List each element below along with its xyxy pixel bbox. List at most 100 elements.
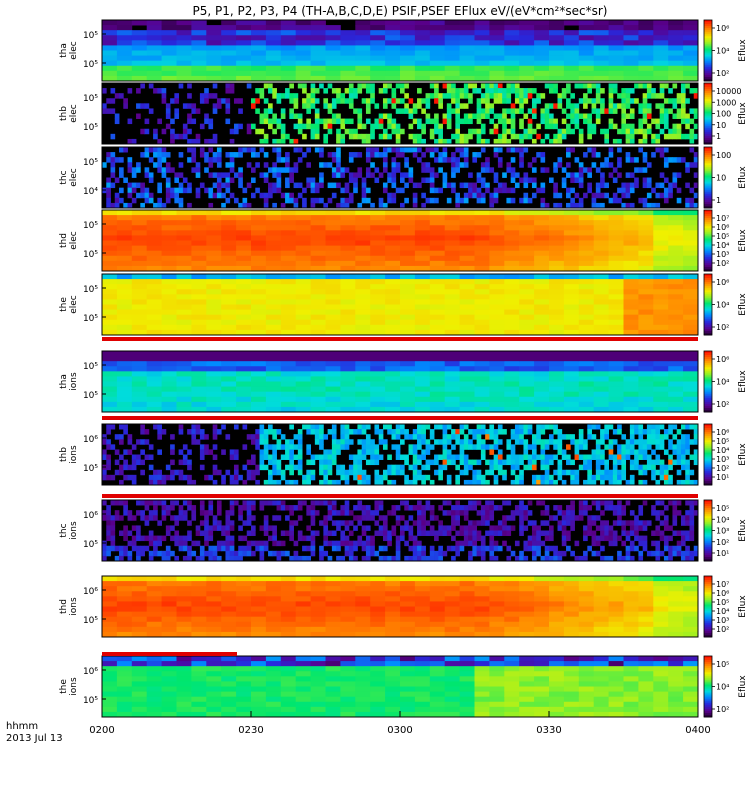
colorbar-tick-label: 10¹ bbox=[716, 549, 729, 558]
panel-the_elec: 10⁵ 10⁵ the elec 10⁶ 10⁴ 10² Eflux bbox=[59, 273, 748, 336]
panel-the_ions: 10⁶ 10⁵ the ions 10⁵ 10⁴ 10² Eflux bbox=[59, 655, 748, 718]
colorbar-tick-label: 10⁴ bbox=[716, 301, 729, 310]
colorbar: 10000 1000 100 10 1 Eflux bbox=[703, 82, 748, 145]
quality-flag-bar bbox=[102, 337, 698, 341]
colorbar-tick-label: 10⁶ bbox=[716, 24, 729, 33]
colorbar-tick-label: 10⁶ bbox=[716, 223, 729, 232]
colorbar-label: Eflux bbox=[738, 229, 748, 252]
x-axis-label-date: 2013 Jul 13 bbox=[6, 733, 63, 744]
panel-label: ions bbox=[69, 597, 79, 616]
panel-label: thc bbox=[59, 170, 69, 184]
colorbar-tick-label: 10² bbox=[716, 323, 729, 332]
y-tick-label: 10⁵ bbox=[83, 221, 98, 231]
panel-label: elec bbox=[69, 295, 79, 314]
colorbar-tick-label: 10⁵ bbox=[716, 504, 729, 513]
panel-label: ions bbox=[69, 445, 79, 464]
y-tick-label: 10⁵ bbox=[83, 60, 98, 70]
colorbar-tick-label: 10² bbox=[716, 69, 729, 78]
spectrogram-cells bbox=[102, 20, 699, 82]
panel-label: thc bbox=[59, 523, 69, 537]
colorbar-label: Eflux bbox=[738, 519, 748, 542]
colorbar-tick-label: 10² bbox=[716, 400, 729, 409]
y-tick-label: 10⁶ bbox=[83, 667, 98, 677]
y-tick-label: 10⁵ bbox=[83, 94, 98, 104]
colorbar-tick-label: 10⁶ bbox=[716, 355, 729, 364]
colorbar-tick-label: 10² bbox=[716, 538, 729, 547]
panel-label: thb bbox=[59, 447, 69, 462]
colorbar: 10⁶ 10⁴ 10² Eflux bbox=[703, 19, 748, 82]
panel-label: tha bbox=[59, 374, 69, 389]
colorbar-label: Eflux bbox=[738, 370, 748, 393]
panel-label: elec bbox=[69, 104, 79, 123]
panel-label: ions bbox=[69, 677, 79, 696]
colorbar-tick-label: 10² bbox=[716, 464, 729, 473]
spectrogram-cells bbox=[102, 424, 699, 486]
panel-frame bbox=[101, 499, 699, 562]
x-tick-label: 0230 bbox=[238, 725, 263, 736]
y-tick-label: 10⁵ bbox=[83, 391, 98, 401]
y-tick-label: 10⁵ bbox=[83, 31, 98, 41]
panel-label: ions bbox=[69, 372, 79, 391]
panel-label: elec bbox=[69, 41, 79, 60]
panel-label: the bbox=[59, 679, 69, 694]
y-tick-label: 10⁵ bbox=[83, 250, 98, 260]
colorbar-tick-label: 10¹ bbox=[716, 473, 729, 482]
y-tick-label: 10⁵ bbox=[83, 540, 98, 550]
colorbar: 10⁵ 10⁴ 10² Eflux bbox=[703, 655, 748, 718]
colorbar-tick-label: 10² bbox=[716, 259, 729, 268]
colorbar-label: Eflux bbox=[738, 39, 748, 62]
colorbar-tick-label: 10 bbox=[716, 174, 726, 183]
quality-flag-bar bbox=[102, 416, 698, 420]
x-tick-label: 0330 bbox=[536, 725, 561, 736]
colorbar-tick-label: 10³ bbox=[716, 527, 729, 536]
y-tick-label: 10⁵ bbox=[83, 464, 98, 474]
x-tick-label: 0400 bbox=[685, 725, 710, 736]
colorbar-tick-label: 10³ bbox=[716, 250, 729, 259]
colorbar-label: Eflux bbox=[738, 293, 748, 316]
colorbar-tick-label: 10⁴ bbox=[716, 47, 729, 56]
quality-flag-bar bbox=[102, 494, 698, 498]
panel-label: tha bbox=[59, 43, 69, 58]
y-tick-label: 10⁵ bbox=[83, 362, 98, 372]
panel-frame bbox=[101, 575, 699, 638]
x-tick-label: 0200 bbox=[89, 725, 114, 736]
y-tick-label: 10⁵ bbox=[83, 158, 98, 168]
panel-frame bbox=[101, 146, 699, 209]
colorbar-tick-label: 10² bbox=[716, 625, 729, 634]
colorbar-tick-label: 10⁶ bbox=[716, 278, 729, 287]
colorbar-tick-label: 1 bbox=[716, 196, 721, 205]
colorbar: 100 10 1 Eflux bbox=[703, 146, 748, 209]
spectrogram-cells bbox=[102, 210, 699, 272]
time-axis: 0200 0230 0300 0330 0400 bbox=[89, 711, 711, 736]
colorbar-tick-label: 10⁷ bbox=[716, 580, 729, 589]
panel-tha_ions: 10⁵ 10⁵ tha ions 10⁶ 10⁴ 10² Eflux bbox=[59, 350, 748, 413]
colorbar-tick-label: 10⁴ bbox=[716, 241, 729, 250]
y-tick-label: 10⁵ bbox=[83, 285, 98, 295]
spectrogram-cells bbox=[102, 500, 699, 562]
colorbar-tick-label: 1 bbox=[716, 132, 721, 141]
colorbar-tick-label: 10⁵ bbox=[716, 232, 729, 241]
y-tick-label: 10⁵ bbox=[83, 123, 98, 133]
colorbar-tick-label: 10⁵ bbox=[716, 660, 729, 669]
colorbar-tick-label: 10⁵ bbox=[716, 598, 729, 607]
colorbar-tick-label: 100 bbox=[716, 151, 731, 160]
colorbar: 10⁶ 10⁴ 10² Eflux bbox=[703, 273, 748, 336]
spectrogram-cells bbox=[102, 576, 699, 638]
colorbar-tick-label: 100 bbox=[716, 110, 731, 119]
panel-label: the bbox=[59, 297, 69, 312]
colorbar-tick-label: 10000 bbox=[716, 87, 741, 96]
spectrogram-cells bbox=[102, 274, 699, 336]
quality-flag-bar bbox=[102, 652, 237, 656]
panel-frame bbox=[101, 82, 699, 145]
colorbar-tick-label: 10⁶ bbox=[716, 428, 729, 437]
colorbar-tick-label: 10⁴ bbox=[716, 683, 729, 692]
panel-frame bbox=[101, 209, 699, 272]
spectrogram-cells bbox=[102, 83, 699, 145]
colorbar-tick-label: 10⁴ bbox=[716, 607, 729, 616]
